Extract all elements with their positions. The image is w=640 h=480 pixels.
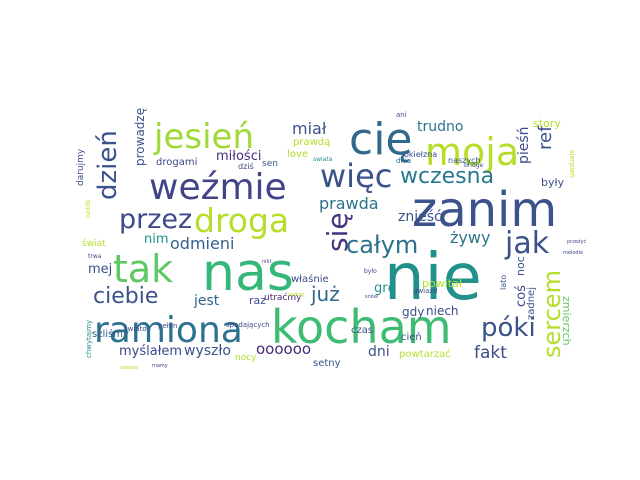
word-gwiazd: gwiazd: [413, 287, 438, 295]
word-gdy: gdy: [402, 305, 425, 319]
word-pelen: pełen: [158, 322, 178, 330]
word-nikt: nikt: [262, 259, 272, 265]
word-dnia: dnia: [396, 157, 412, 165]
word-nie: nie: [384, 241, 482, 315]
word-niech: niech: [426, 304, 459, 318]
word-zadnej-2: żadnej: [288, 292, 305, 298]
word-wezmie: weźmie: [149, 167, 287, 208]
word-okielzna: okiełzna: [404, 150, 438, 159]
word-mej: mej: [88, 262, 113, 277]
word-calym: całym: [346, 231, 419, 259]
word-powtarzac: powtarzać: [399, 349, 451, 360]
word-mial: miał: [292, 119, 327, 138]
word-dzis: dziś: [238, 162, 254, 171]
word-swiat: świat: [82, 239, 106, 249]
word-prowadze: prowadzę: [133, 107, 147, 166]
word-jak: jak: [505, 226, 550, 261]
word-zadnej: zadnej: [526, 287, 537, 320]
word-kocham: kocham: [271, 300, 452, 354]
word-byly: były: [541, 176, 565, 189]
word-oooooo: oooooo: [256, 340, 312, 358]
word-dni: dni: [368, 344, 390, 360]
word-milosci: miłości: [216, 149, 262, 164]
word-story: story: [533, 117, 561, 130]
word-zawsze: zawsze: [120, 365, 139, 371]
word-przezyc: przeżyć: [567, 239, 587, 245]
word-wlasnie: właśnie: [291, 274, 329, 285]
word-szlismy: szliśmy: [92, 329, 129, 340]
word-powital: powitał: [422, 277, 462, 290]
word-dzien: dzień: [93, 130, 123, 200]
word-wyszlo: wyszło: [184, 343, 231, 359]
word-setny: setny: [313, 358, 341, 369]
word-moja: moja: [425, 130, 520, 174]
word-trwa: trwa: [88, 253, 102, 260]
word-czas: czas: [351, 325, 374, 336]
word-tak: tak: [113, 247, 174, 291]
word-melodie: melodie: [563, 250, 584, 256]
word-cie: cię: [349, 114, 413, 165]
word-sen: sen: [262, 159, 278, 169]
word-ozdob: ozdób: [85, 199, 92, 218]
word-raz: raz: [249, 294, 267, 307]
word-gre: grę: [374, 281, 396, 296]
word-prawda-2: prawdą: [293, 137, 331, 148]
word-spadajacych: spadających: [226, 321, 270, 329]
word-trudno: trudno: [417, 119, 464, 135]
word-cien: cień: [401, 332, 422, 343]
word-bridge: bridge: [464, 162, 484, 169]
word-odmieni: odmieni: [170, 234, 235, 253]
word-swiato: świato: [124, 325, 147, 333]
word-jest: jest: [194, 293, 220, 309]
word-drogami: drogami: [156, 157, 198, 168]
word-jesien: jesień: [154, 117, 254, 157]
word-ramiona: ramiona: [94, 310, 243, 351]
word-nim: nim: [144, 232, 169, 247]
word-piesn: pieśń: [516, 126, 532, 164]
word-sierpien: sierpień: [568, 150, 576, 178]
word-prawda: prawda: [319, 194, 379, 213]
word-chwytajmy: chwytajmy: [85, 319, 93, 358]
word-wiec: więc: [320, 157, 393, 195]
word-sie: się: [321, 212, 354, 252]
word-ani: ani: [396, 111, 407, 119]
word-mamy: mamy: [152, 363, 168, 369]
word-myslalem: myślałem: [119, 344, 183, 359]
word-swiata: swiata: [313, 156, 333, 163]
word-noc: noc: [514, 256, 527, 276]
word-love: love: [287, 149, 308, 160]
word-bylo: było: [364, 268, 377, 275]
word-przez: przez: [119, 204, 193, 235]
word-nocy: nocy: [235, 353, 257, 363]
word-zniesc: znieść: [398, 209, 442, 225]
word-lato: lato: [499, 274, 508, 290]
word-darujmy: darujmy: [76, 148, 86, 186]
word-ciebie: ciebie: [93, 284, 159, 309]
word-utracmy: utraćmy: [264, 293, 302, 303]
word-juz: już: [311, 282, 340, 306]
word-naszych: naszych: [448, 156, 481, 165]
word-zmierzch: zmierzch: [560, 296, 573, 346]
word-snow: snów: [365, 294, 378, 300]
word-droga: droga: [194, 201, 290, 240]
word-wczesna: wczesna: [400, 164, 495, 189]
word-zanim: zanim: [412, 182, 558, 238]
word-nas: nas: [202, 243, 294, 303]
word-poki: póki: [481, 313, 536, 343]
word-fakt: fakt: [474, 343, 507, 363]
word-zywy: żywy: [450, 228, 491, 247]
